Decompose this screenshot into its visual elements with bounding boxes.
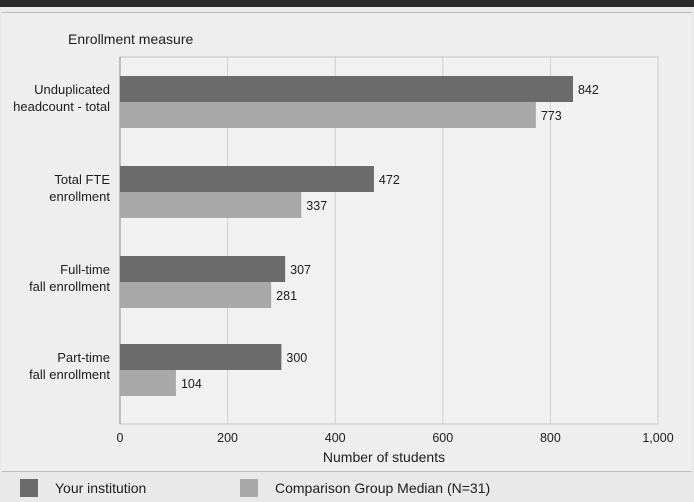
value-label-your-institution-total-fte: 472 bbox=[379, 173, 400, 187]
value-label-comparison-median-total-fte: 337 bbox=[306, 199, 327, 213]
category-label-full-time-fall-line-1: Full-time bbox=[60, 262, 110, 277]
value-label-comparison-median-unduplicated-headcount: 773 bbox=[541, 109, 562, 123]
legend-label-comparison-group: Comparison Group Median (N=31) bbox=[275, 480, 491, 496]
value-label-comparison-median-part-time-fall: 104 bbox=[181, 377, 202, 391]
category-label-part-time-fall-line-2: fall enrollment bbox=[29, 367, 110, 382]
bar-comparison-median-unduplicated-headcount bbox=[120, 102, 536, 128]
bar-your-institution-unduplicated-headcount bbox=[120, 76, 573, 102]
bar-comparison-median-part-time-fall bbox=[120, 370, 176, 396]
category-axis-title: Enrollment measure bbox=[68, 31, 194, 47]
x-tick-label-1: 200 bbox=[217, 431, 238, 445]
value-label-your-institution-unduplicated-headcount: 842 bbox=[578, 83, 599, 97]
bar-your-institution-full-time-fall bbox=[120, 256, 286, 282]
top-rule bbox=[0, 0, 694, 7]
legend-label-your-institution: Your institution bbox=[55, 480, 147, 496]
x-axis-title: Number of students bbox=[323, 449, 445, 465]
value-label-your-institution-part-time-fall: 300 bbox=[286, 351, 307, 365]
x-tick-label-2: 400 bbox=[325, 431, 346, 445]
category-label-unduplicated-headcount-line-1: Unduplicated bbox=[34, 82, 110, 97]
bar-your-institution-total-fte bbox=[120, 166, 374, 192]
category-label-total-fte-line-1: Total FTE bbox=[54, 172, 110, 187]
bar-comparison-median-total-fte bbox=[120, 192, 302, 218]
value-label-your-institution-full-time-fall: 307 bbox=[290, 263, 311, 277]
category-label-part-time-fall-line-1: Part-time bbox=[57, 350, 110, 365]
category-label-unduplicated-headcount-line-2: headcount - total bbox=[13, 99, 110, 114]
x-tick-label-4: 800 bbox=[540, 431, 561, 445]
legend-swatch-comparison-group bbox=[240, 479, 258, 497]
bar-your-institution-part-time-fall bbox=[120, 344, 282, 370]
category-label-full-time-fall-line-2: fall enrollment bbox=[29, 279, 110, 294]
x-tick-label-3: 600 bbox=[432, 431, 453, 445]
bar-comparison-median-full-time-fall bbox=[120, 282, 272, 308]
category-label-total-fte-line-2: enrollment bbox=[49, 189, 110, 204]
x-tick-label-5: 1,000 bbox=[642, 431, 673, 445]
legend-swatch-your-institution bbox=[20, 479, 38, 497]
x-tick-label-0: 0 bbox=[117, 431, 124, 445]
legend: Your institution Comparison Group Median… bbox=[0, 472, 694, 502]
value-label-comparison-median-full-time-fall: 281 bbox=[276, 289, 297, 303]
